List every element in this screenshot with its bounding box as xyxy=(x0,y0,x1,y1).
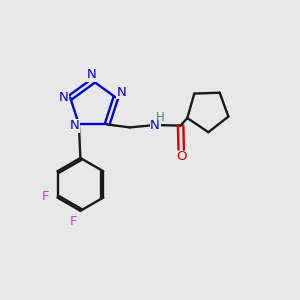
Text: F: F xyxy=(70,215,77,228)
Text: N: N xyxy=(116,86,126,99)
Text: F: F xyxy=(42,190,49,202)
Text: N: N xyxy=(70,119,79,132)
Text: H: H xyxy=(156,111,165,124)
Text: N: N xyxy=(59,91,68,104)
Text: N: N xyxy=(87,68,96,82)
Text: O: O xyxy=(176,150,187,163)
Text: N: N xyxy=(150,118,160,131)
